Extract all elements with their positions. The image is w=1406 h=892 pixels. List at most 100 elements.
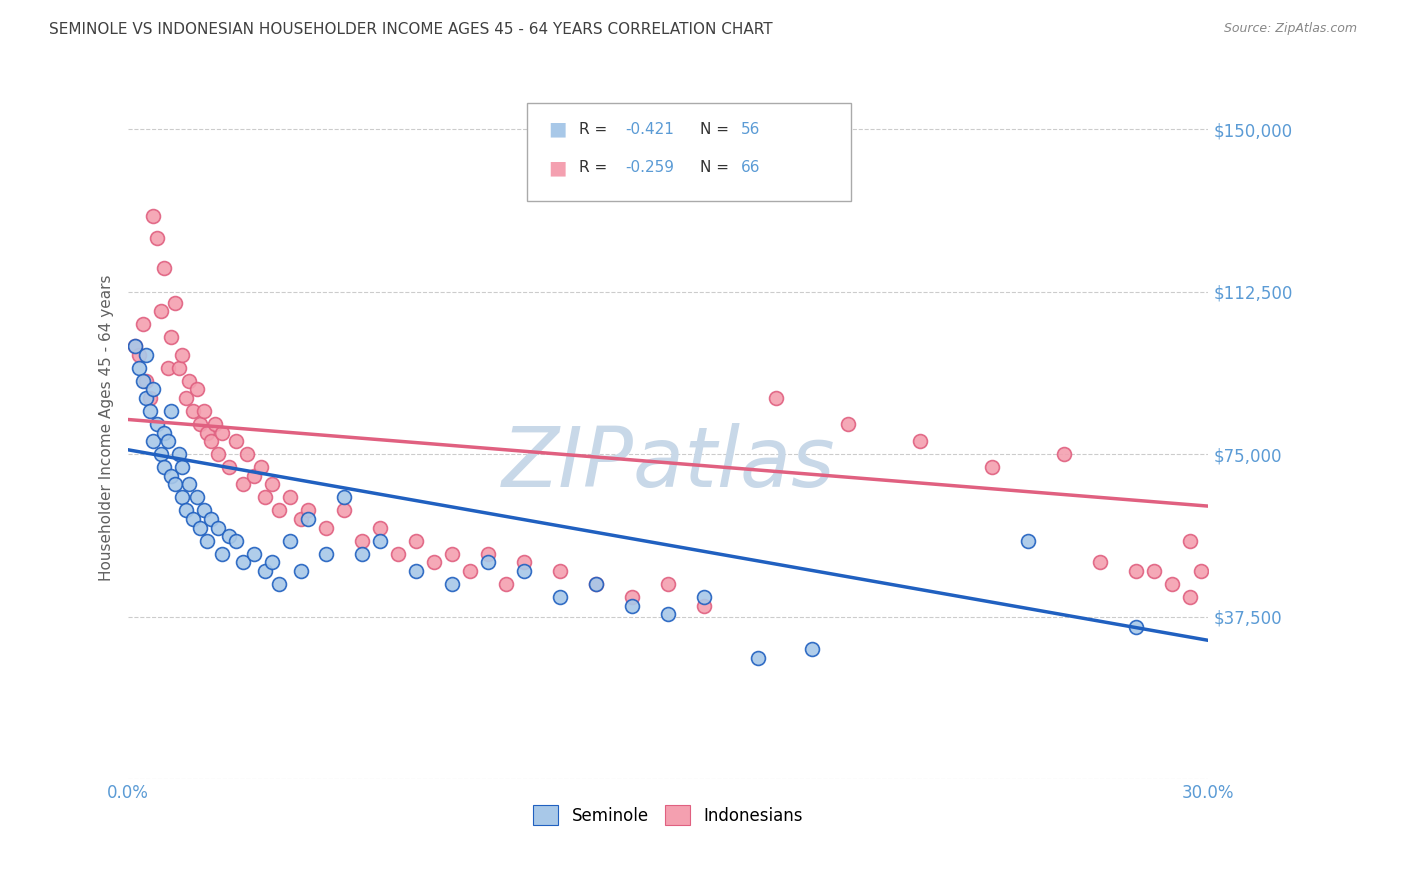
Point: [232, 477, 254, 491]
Text: R =: R =: [579, 161, 613, 175]
Point: [250, 460, 273, 475]
Point: [441, 577, 464, 591]
Point: [167, 360, 190, 375]
Text: Source: ZipAtlas.com: Source: ZipAtlas.com: [1223, 22, 1357, 36]
Point: [621, 590, 644, 604]
Point: [153, 460, 176, 475]
Point: [693, 590, 716, 604]
Point: [172, 347, 194, 361]
Point: [135, 391, 157, 405]
Point: [135, 374, 157, 388]
Point: [368, 533, 391, 548]
Point: [585, 577, 607, 591]
Point: [254, 564, 277, 578]
Point: [981, 460, 1004, 475]
Point: [290, 512, 312, 526]
Point: [139, 404, 162, 418]
Point: [548, 564, 571, 578]
Point: [165, 295, 187, 310]
Point: [153, 425, 176, 440]
Text: ZIPatlas: ZIPatlas: [502, 423, 835, 504]
Point: [333, 491, 356, 505]
Point: [458, 564, 481, 578]
Point: [128, 347, 150, 361]
Text: R =: R =: [579, 122, 613, 136]
Point: [910, 434, 932, 449]
Point: [207, 521, 229, 535]
Point: [135, 347, 157, 361]
Point: [269, 503, 291, 517]
Text: N =: N =: [700, 161, 734, 175]
Point: [197, 425, 219, 440]
Point: [1180, 533, 1202, 548]
Point: [131, 374, 153, 388]
Point: [315, 547, 337, 561]
Point: [193, 503, 215, 517]
Point: [1017, 533, 1039, 548]
Point: [124, 339, 146, 353]
Point: [142, 434, 165, 449]
Point: [513, 564, 536, 578]
Text: -0.259: -0.259: [626, 161, 675, 175]
Point: [1090, 556, 1112, 570]
Point: [657, 577, 679, 591]
Point: [315, 521, 337, 535]
Point: [156, 434, 179, 449]
Point: [352, 533, 374, 548]
Point: [441, 547, 464, 561]
Legend: Seminole, Indonesians: Seminole, Indonesians: [524, 797, 811, 834]
Point: [387, 547, 409, 561]
Point: [368, 521, 391, 535]
Y-axis label: Householder Income Ages 45 - 64 years: Householder Income Ages 45 - 64 years: [100, 275, 114, 582]
Point: [405, 564, 427, 578]
Point: [193, 404, 215, 418]
Point: [156, 360, 179, 375]
Point: [243, 547, 266, 561]
Point: [142, 382, 165, 396]
Point: [200, 512, 222, 526]
Point: [186, 491, 208, 505]
Point: [181, 404, 204, 418]
Point: [146, 417, 169, 431]
Point: [1180, 590, 1202, 604]
Point: [179, 477, 201, 491]
Point: [837, 417, 859, 431]
Point: [211, 425, 233, 440]
Point: [181, 512, 204, 526]
Point: [333, 503, 356, 517]
Point: [188, 521, 211, 535]
Point: [352, 547, 374, 561]
Point: [423, 556, 446, 570]
Point: [188, 417, 211, 431]
Point: [1161, 577, 1184, 591]
Point: [197, 533, 219, 548]
Point: [477, 547, 499, 561]
Point: [160, 330, 183, 344]
Text: 56: 56: [741, 122, 761, 136]
Point: [149, 447, 172, 461]
Point: [747, 650, 769, 665]
Text: 66: 66: [741, 161, 761, 175]
Point: [172, 460, 194, 475]
Point: [232, 556, 254, 570]
Point: [160, 404, 183, 418]
Point: [477, 556, 499, 570]
Point: [254, 491, 277, 505]
Point: [297, 503, 319, 517]
Point: [124, 339, 146, 353]
Point: [765, 391, 787, 405]
Point: [167, 447, 190, 461]
Point: [290, 564, 312, 578]
Point: [225, 434, 247, 449]
Point: [548, 590, 571, 604]
Point: [1125, 564, 1147, 578]
Point: [1189, 564, 1212, 578]
Point: [495, 577, 517, 591]
Point: [186, 382, 208, 396]
Point: [1053, 447, 1076, 461]
Point: [297, 512, 319, 526]
Point: [218, 460, 240, 475]
Text: ■: ■: [548, 158, 567, 178]
Point: [693, 599, 716, 613]
Point: [218, 529, 240, 543]
